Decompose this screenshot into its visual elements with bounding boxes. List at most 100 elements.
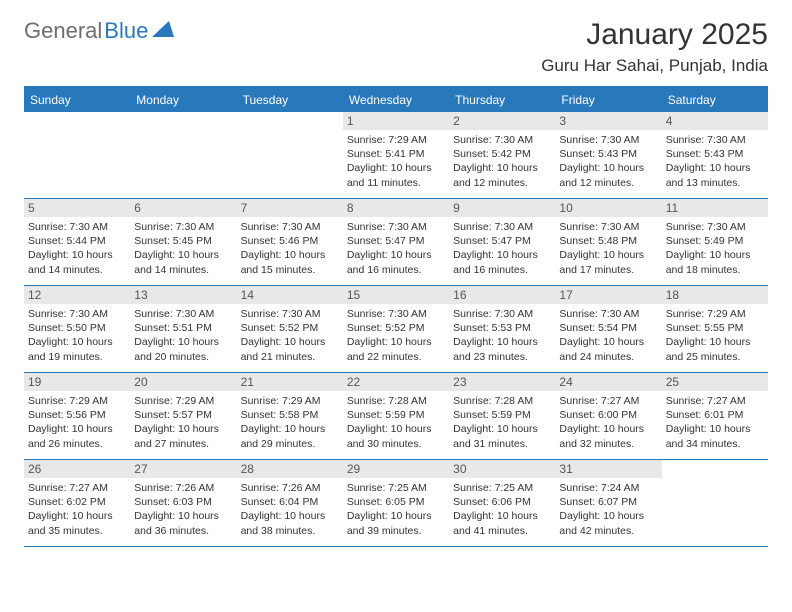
daylight-line: Daylight: 10 hours and 26 minutes. [28, 422, 126, 450]
sunrise-line: Sunrise: 7:30 AM [347, 220, 445, 234]
daylight-line: Daylight: 10 hours and 14 minutes. [28, 248, 126, 276]
sunrise-line: Sunrise: 7:24 AM [559, 481, 657, 495]
day-cell: 16Sunrise: 7:30 AMSunset: 5:53 PMDayligh… [449, 286, 555, 372]
daylight-line: Daylight: 10 hours and 19 minutes. [28, 335, 126, 363]
sunset-line: Sunset: 5:54 PM [559, 321, 657, 335]
day-cell: 24Sunrise: 7:27 AMSunset: 6:00 PMDayligh… [555, 373, 661, 459]
day-header: Friday [555, 88, 661, 112]
daylight-line: Daylight: 10 hours and 23 minutes. [453, 335, 551, 363]
sunrise-line: Sunrise: 7:30 AM [134, 220, 232, 234]
daylight-line: Daylight: 10 hours and 27 minutes. [134, 422, 232, 450]
day-number: 31 [555, 460, 661, 478]
calendar: SundayMondayTuesdayWednesdayThursdayFrid… [24, 86, 768, 547]
day-number: 18 [662, 286, 768, 304]
day-number: 6 [130, 199, 236, 217]
day-number: 12 [24, 286, 130, 304]
day-cell: 28Sunrise: 7:26 AMSunset: 6:04 PMDayligh… [237, 460, 343, 546]
day-number: 19 [24, 373, 130, 391]
day-cell: 14Sunrise: 7:30 AMSunset: 5:52 PMDayligh… [237, 286, 343, 372]
day-number: 10 [555, 199, 661, 217]
sunset-line: Sunset: 6:04 PM [241, 495, 339, 509]
sunrise-line: Sunrise: 7:29 AM [241, 394, 339, 408]
sunset-line: Sunset: 6:02 PM [28, 495, 126, 509]
day-header-row: SundayMondayTuesdayWednesdayThursdayFrid… [24, 88, 768, 112]
day-cell: 26Sunrise: 7:27 AMSunset: 6:02 PMDayligh… [24, 460, 130, 546]
weeks-container: 1Sunrise: 7:29 AMSunset: 5:41 PMDaylight… [24, 112, 768, 547]
sunset-line: Sunset: 5:47 PM [347, 234, 445, 248]
sunset-line: Sunset: 5:41 PM [347, 147, 445, 161]
sunrise-line: Sunrise: 7:30 AM [453, 307, 551, 321]
sunset-line: Sunset: 6:01 PM [666, 408, 764, 422]
day-number: 20 [130, 373, 236, 391]
sunrise-line: Sunrise: 7:30 AM [134, 307, 232, 321]
sunset-line: Sunset: 6:00 PM [559, 408, 657, 422]
sunset-line: Sunset: 6:07 PM [559, 495, 657, 509]
sunrise-line: Sunrise: 7:30 AM [28, 220, 126, 234]
day-number: 3 [555, 112, 661, 130]
header-row: General Blue January 2025 Guru Har Sahai… [0, 0, 792, 76]
day-header: Monday [130, 88, 236, 112]
sunset-line: Sunset: 5:53 PM [453, 321, 551, 335]
day-cell: 25Sunrise: 7:27 AMSunset: 6:01 PMDayligh… [662, 373, 768, 459]
day-cell: 22Sunrise: 7:28 AMSunset: 5:59 PMDayligh… [343, 373, 449, 459]
daylight-line: Daylight: 10 hours and 18 minutes. [666, 248, 764, 276]
sunrise-line: Sunrise: 7:30 AM [559, 220, 657, 234]
day-number: 28 [237, 460, 343, 478]
week-row: 5Sunrise: 7:30 AMSunset: 5:44 PMDaylight… [24, 199, 768, 286]
day-number: 8 [343, 199, 449, 217]
day-cell: 2Sunrise: 7:30 AMSunset: 5:42 PMDaylight… [449, 112, 555, 198]
day-number: 22 [343, 373, 449, 391]
sunrise-line: Sunrise: 7:25 AM [453, 481, 551, 495]
day-cell: 23Sunrise: 7:28 AMSunset: 5:59 PMDayligh… [449, 373, 555, 459]
daylight-line: Daylight: 10 hours and 31 minutes. [453, 422, 551, 450]
month-title: January 2025 [541, 18, 768, 52]
week-row: 1Sunrise: 7:29 AMSunset: 5:41 PMDaylight… [24, 112, 768, 199]
day-cell: 30Sunrise: 7:25 AMSunset: 6:06 PMDayligh… [449, 460, 555, 546]
day-number: 30 [449, 460, 555, 478]
daylight-line: Daylight: 10 hours and 16 minutes. [453, 248, 551, 276]
empty-day-cell [662, 460, 768, 546]
sunrise-line: Sunrise: 7:30 AM [666, 220, 764, 234]
day-number: 14 [237, 286, 343, 304]
sunrise-line: Sunrise: 7:30 AM [241, 220, 339, 234]
empty-day-cell [130, 112, 236, 198]
empty-day-cell [237, 112, 343, 198]
sunset-line: Sunset: 6:05 PM [347, 495, 445, 509]
day-cell: 19Sunrise: 7:29 AMSunset: 5:56 PMDayligh… [24, 373, 130, 459]
day-cell: 7Sunrise: 7:30 AMSunset: 5:46 PMDaylight… [237, 199, 343, 285]
week-row: 19Sunrise: 7:29 AMSunset: 5:56 PMDayligh… [24, 373, 768, 460]
daylight-line: Daylight: 10 hours and 36 minutes. [134, 509, 232, 537]
day-cell: 10Sunrise: 7:30 AMSunset: 5:48 PMDayligh… [555, 199, 661, 285]
day-header: Saturday [662, 88, 768, 112]
day-cell: 4Sunrise: 7:30 AMSunset: 5:43 PMDaylight… [662, 112, 768, 198]
sunrise-line: Sunrise: 7:29 AM [347, 133, 445, 147]
sunrise-line: Sunrise: 7:30 AM [559, 133, 657, 147]
daylight-line: Daylight: 10 hours and 21 minutes. [241, 335, 339, 363]
daylight-line: Daylight: 10 hours and 29 minutes. [241, 422, 339, 450]
sunrise-line: Sunrise: 7:30 AM [453, 220, 551, 234]
day-cell: 5Sunrise: 7:30 AMSunset: 5:44 PMDaylight… [24, 199, 130, 285]
day-number: 21 [237, 373, 343, 391]
day-cell: 18Sunrise: 7:29 AMSunset: 5:55 PMDayligh… [662, 286, 768, 372]
day-number: 23 [449, 373, 555, 391]
day-cell: 8 Sunrise: 7:30 AMSunset: 5:47 PMDaylight… [343, 199, 449, 285]
day-cell: 15Sunrise: 7:30 AMSunset: 5:52 PMDayligh… [343, 286, 449, 372]
day-header: Thursday [449, 88, 555, 112]
sunset-line: Sunset: 5:49 PM [666, 234, 764, 248]
daylight-line: Daylight: 10 hours and 20 minutes. [134, 335, 232, 363]
daylight-line: Daylight: 10 hours and 16 minutes. [347, 248, 445, 276]
week-row: 26Sunrise: 7:27 AMSunset: 6:02 PMDayligh… [24, 460, 768, 547]
sunrise-line: Sunrise: 7:27 AM [666, 394, 764, 408]
day-cell: 21Sunrise: 7:29 AMSunset: 5:58 PMDayligh… [237, 373, 343, 459]
sunrise-line: Sunrise: 7:26 AM [241, 481, 339, 495]
sunset-line: Sunset: 5:46 PM [241, 234, 339, 248]
sunset-line: Sunset: 6:03 PM [134, 495, 232, 509]
sunset-line: Sunset: 5:42 PM [453, 147, 551, 161]
daylight-line: Daylight: 10 hours and 34 minutes. [666, 422, 764, 450]
sunrise-line: Sunrise: 7:29 AM [134, 394, 232, 408]
sunset-line: Sunset: 5:59 PM [453, 408, 551, 422]
day-number: 15 [343, 286, 449, 304]
day-cell: 12Sunrise: 7:30 AMSunset: 5:50 PMDayligh… [24, 286, 130, 372]
sunset-line: Sunset: 5:50 PM [28, 321, 126, 335]
daylight-line: Daylight: 10 hours and 30 minutes. [347, 422, 445, 450]
